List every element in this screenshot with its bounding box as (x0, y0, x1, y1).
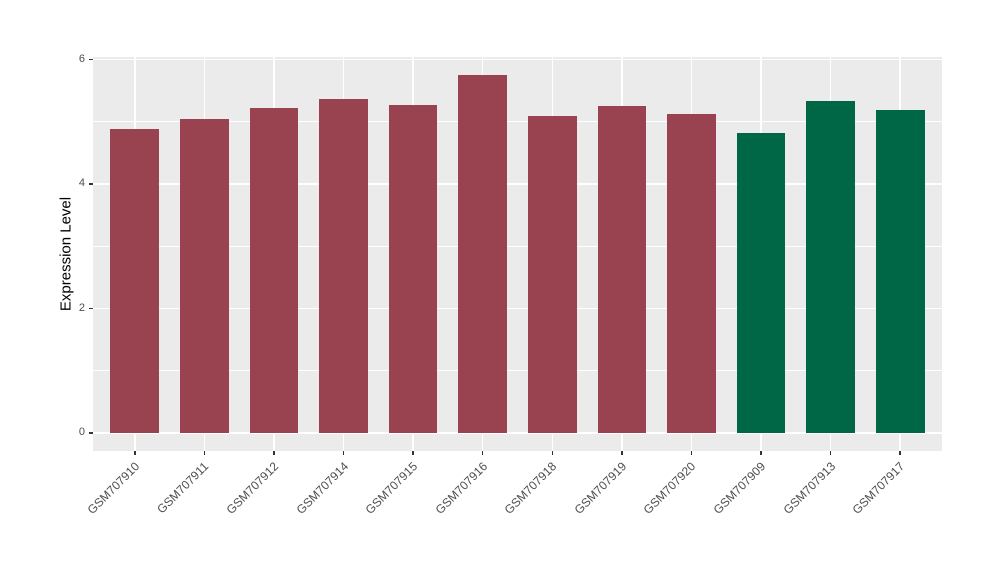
bar-GSM707915 (388, 104, 438, 433)
y-major-gridline (93, 432, 942, 434)
bar-GSM707916 (458, 75, 508, 433)
x-tick-label: GSM707913 (780, 459, 838, 517)
bar-GSM707919 (597, 105, 647, 433)
y-minor-gridline (93, 245, 942, 247)
y-minor-gridline (93, 370, 942, 372)
x-tick-label: GSM707911 (154, 459, 212, 517)
x-tick-label: GSM707918 (501, 459, 560, 517)
y-minor-gridline (93, 121, 942, 123)
x-tick-label: GSM707920 (641, 459, 699, 517)
x-tick-mark (412, 451, 414, 455)
y-tick-label: 6 (78, 52, 85, 65)
x-tick-label: GSM707917 (849, 459, 908, 517)
bar-GSM707918 (527, 115, 577, 433)
y-tick-label: 2 (78, 301, 85, 314)
x-tick-label: GSM707914 (293, 459, 351, 517)
y-tick-mark (89, 432, 93, 434)
x-tick-label: GSM707910 (84, 459, 142, 517)
bar-GSM707913 (806, 101, 855, 433)
bar-GSM707912 (249, 108, 299, 433)
y-major-gridline (93, 183, 942, 185)
y-tick-label: 4 (78, 177, 85, 190)
y-major-gridline (93, 307, 942, 310)
x-tick-mark (342, 451, 345, 455)
y-axis-title: Expression Level (57, 196, 75, 312)
y-tick-label: 0 (78, 426, 85, 439)
x-tick-mark (273, 451, 275, 455)
x-tick-label: GSM707912 (223, 459, 282, 517)
x-tick-label: GSM707915 (362, 459, 421, 517)
bar-GSM707917 (875, 109, 925, 433)
y-tick-mark (89, 58, 93, 61)
x-tick-mark (899, 451, 901, 455)
x-tick-mark (551, 451, 554, 455)
bar-GSM707909 (736, 132, 786, 433)
y-tick-mark (89, 183, 93, 185)
x-tick-mark (134, 451, 136, 455)
bar-GSM707910 (110, 129, 160, 433)
x-tick-mark (621, 451, 623, 455)
x-tick-label: GSM707909 (710, 459, 769, 517)
x-tick-mark (829, 451, 832, 455)
x-tick-mark (203, 451, 206, 455)
y-major-gridline (93, 58, 942, 61)
x-tick-mark (690, 451, 693, 455)
bar-GSM707911 (179, 118, 229, 433)
x-tick-label: GSM707919 (571, 459, 630, 517)
x-tick-mark (481, 451, 484, 455)
bar-GSM707914 (319, 99, 368, 433)
bar-GSM707920 (667, 113, 716, 433)
y-tick-mark (89, 307, 93, 310)
x-tick-label: GSM707916 (432, 459, 490, 517)
plot-panel (93, 57, 942, 451)
x-tick-mark (760, 451, 762, 455)
